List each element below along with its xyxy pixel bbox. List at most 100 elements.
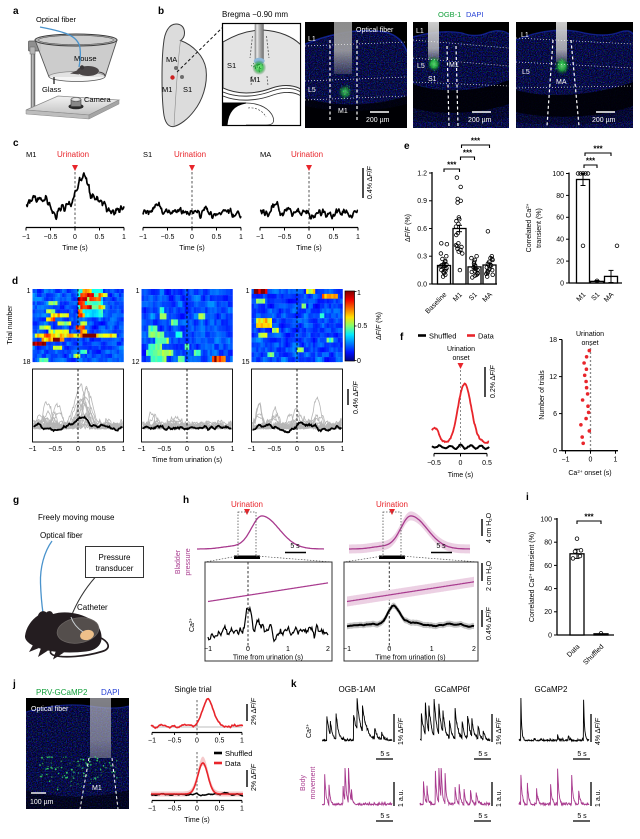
svg-text:0: 0 xyxy=(307,234,311,241)
svg-text:5 s: 5 s xyxy=(577,813,587,820)
svg-text:d: d xyxy=(12,276,18,287)
svg-text:MA: MA xyxy=(166,55,177,64)
svg-text:5 s: 5 s xyxy=(380,813,390,820)
svg-text:1: 1 xyxy=(239,234,243,241)
svg-text:Shuffled: Shuffled xyxy=(225,749,252,758)
svg-text:g: g xyxy=(13,495,19,506)
svg-text:6: 6 xyxy=(553,411,557,418)
svg-text:−1: −1 xyxy=(29,446,37,453)
svg-text:5 s: 5 s xyxy=(290,543,300,550)
svg-text:80: 80 xyxy=(544,540,552,547)
svg-text:L1: L1 xyxy=(308,36,316,43)
svg-text:0.5: 0.5 xyxy=(212,234,222,241)
svg-text:60: 60 xyxy=(556,215,564,222)
svg-text:S1: S1 xyxy=(143,150,152,159)
svg-text:Data: Data xyxy=(225,759,242,768)
svg-text:18: 18 xyxy=(549,337,557,344)
svg-text:−0.5: −0.5 xyxy=(168,738,182,745)
svg-text:−0.5: −0.5 xyxy=(48,446,62,453)
svg-text:Pressure: Pressure xyxy=(98,553,131,562)
svg-text:2 cm H2O: 2 cm H2O xyxy=(486,560,493,591)
svg-text:0.6: 0.6 xyxy=(417,226,427,233)
svg-text:M1: M1 xyxy=(449,62,459,69)
svg-text:OGB-1AM: OGB-1AM xyxy=(339,685,376,694)
svg-text:5 s: 5 s xyxy=(577,751,587,758)
svg-text:Freely moving mouse: Freely moving mouse xyxy=(38,513,115,522)
svg-text:***: *** xyxy=(447,161,457,170)
svg-text:−1: −1 xyxy=(248,446,256,453)
svg-text:2% ΔF/F: 2% ΔF/F xyxy=(251,697,258,725)
svg-text:ΔF/F (%): ΔF/F (%) xyxy=(405,214,412,242)
svg-text:20: 20 xyxy=(544,609,552,616)
svg-text:200 µm: 200 µm xyxy=(468,117,492,124)
svg-text:−1: −1 xyxy=(256,234,264,241)
svg-text:0.5: 0.5 xyxy=(95,234,105,241)
svg-text:Urination: Urination xyxy=(447,346,475,353)
svg-text:0: 0 xyxy=(246,646,250,653)
svg-text:f: f xyxy=(400,332,404,343)
svg-text:***: *** xyxy=(471,137,481,146)
svg-text:1: 1 xyxy=(240,806,244,813)
svg-text:M1: M1 xyxy=(92,785,102,792)
svg-text:Camera: Camera xyxy=(84,95,112,104)
svg-text:−0.5: −0.5 xyxy=(44,234,58,241)
svg-text:GCaMP6f: GCaMP6f xyxy=(434,685,470,694)
svg-text:−1: −1 xyxy=(343,646,351,653)
svg-text:100: 100 xyxy=(540,516,552,523)
svg-text:b: b xyxy=(158,6,164,17)
svg-text:onset: onset xyxy=(452,355,469,362)
svg-text:0: 0 xyxy=(195,806,199,813)
svg-text:Time from urination (s): Time from urination (s) xyxy=(233,655,303,662)
svg-text:0.4% ΔF/F: 0.4% ΔF/F xyxy=(486,607,493,640)
svg-text:onset: onset xyxy=(581,340,598,347)
svg-text:1: 1 xyxy=(240,738,244,745)
svg-text:DAPI: DAPI xyxy=(101,688,120,697)
svg-text:pressure: pressure xyxy=(185,548,192,575)
svg-text:Catheter: Catheter xyxy=(77,603,108,612)
svg-text:60: 60 xyxy=(544,563,552,570)
svg-text:Bladder: Bladder xyxy=(175,549,182,574)
svg-text:ΔF/F (%): ΔF/F (%) xyxy=(376,312,383,340)
svg-text:S1: S1 xyxy=(227,61,236,70)
svg-text:1.2: 1.2 xyxy=(417,170,427,177)
svg-text:M1: M1 xyxy=(250,75,260,84)
svg-text:M1: M1 xyxy=(576,291,588,303)
svg-text:Time from urination (s): Time from urination (s) xyxy=(375,655,445,662)
svg-text:Time (s): Time (s) xyxy=(179,245,204,252)
svg-text:Shuffled: Shuffled xyxy=(429,332,456,341)
svg-text:0.5: 0.5 xyxy=(215,806,225,813)
svg-text:S1: S1 xyxy=(590,291,601,302)
svg-text:4% ΔF/F: 4% ΔF/F xyxy=(595,717,602,745)
svg-text:transient (%): transient (%) xyxy=(536,208,543,248)
svg-text:40: 40 xyxy=(544,586,552,593)
svg-text:M1: M1 xyxy=(26,150,36,159)
svg-text:0.2% ΔF/F: 0.2% ΔF/F xyxy=(490,365,497,398)
svg-text:Time from urination (s): Time from urination (s) xyxy=(152,457,222,464)
svg-text:5 s: 5 s xyxy=(478,751,488,758)
svg-text:Urination: Urination xyxy=(291,150,323,159)
svg-text:Optical fiber: Optical fiber xyxy=(40,531,83,540)
svg-text:Ca2+ onset (s): Ca2+ onset (s) xyxy=(568,469,611,478)
svg-text:−1: −1 xyxy=(562,457,570,464)
svg-text:movement: movement xyxy=(310,767,317,800)
svg-text:Glass: Glass xyxy=(42,85,61,94)
svg-text:Number of trials: Number of trials xyxy=(539,370,546,420)
svg-text:0: 0 xyxy=(553,448,557,455)
svg-text:−0.5: −0.5 xyxy=(278,234,292,241)
svg-text:−1: −1 xyxy=(139,234,147,241)
svg-text:0: 0 xyxy=(73,234,77,241)
svg-text:0: 0 xyxy=(357,358,361,365)
svg-text:−0.5: −0.5 xyxy=(161,234,175,241)
svg-text:0.5: 0.5 xyxy=(215,738,225,745)
svg-text:5 s: 5 s xyxy=(380,751,390,758)
svg-text:Data: Data xyxy=(478,332,495,341)
svg-text:Time (s): Time (s) xyxy=(296,245,321,252)
svg-text:18: 18 xyxy=(23,359,31,366)
svg-text:M1: M1 xyxy=(338,108,348,115)
svg-text:S1: S1 xyxy=(468,291,479,302)
svg-text:0.4% ΔF/F: 0.4% ΔF/F xyxy=(353,381,360,414)
svg-text:Optical fiber: Optical fiber xyxy=(31,706,69,713)
svg-text:2: 2 xyxy=(472,646,476,653)
svg-text:e: e xyxy=(404,141,410,152)
svg-text:1: 1 xyxy=(430,646,434,653)
